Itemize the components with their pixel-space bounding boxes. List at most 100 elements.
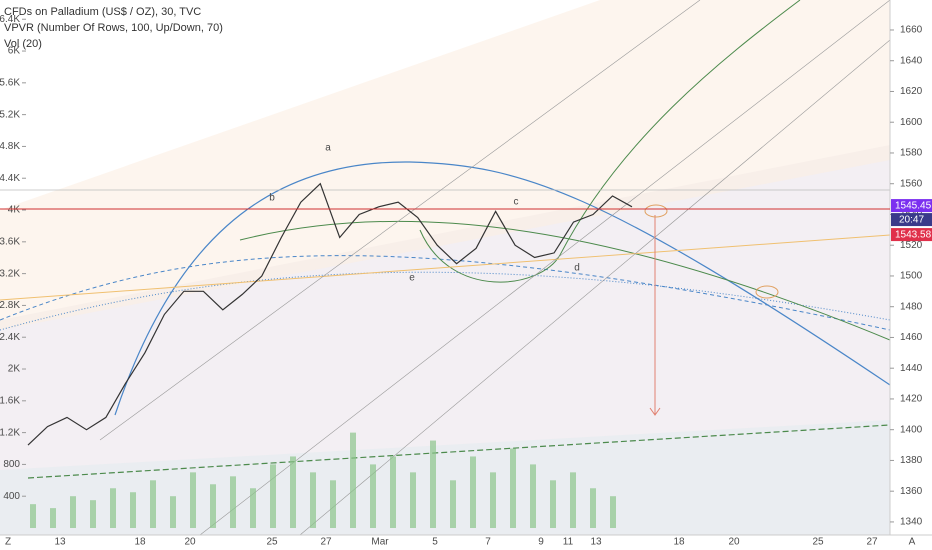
shade [0, 0, 890, 330]
x-tick-label: 18 [673, 537, 685, 548]
y-tick-label: 1380 [900, 455, 923, 466]
volume-bar [590, 488, 596, 529]
y-tick-label: 1580 [900, 148, 923, 159]
volume-bar [550, 480, 556, 529]
line-price-box [891, 228, 932, 242]
y2-tick-label: 2.8K [0, 300, 20, 311]
annotation: c [514, 197, 519, 208]
line [0, 234, 891, 301]
y-tick-label: 1360 [900, 486, 923, 497]
y2-tick-label: 800 [3, 459, 20, 470]
y2-tick-label: 3.6K [0, 236, 20, 247]
y2-tick-label: 5.6K [0, 77, 20, 88]
volume-bar [530, 464, 536, 529]
countdown-label: 20:47 [899, 215, 924, 226]
y-tick-label: 1560 [900, 178, 923, 189]
y-tick-label: 1500 [900, 271, 923, 282]
volume-bar [190, 472, 196, 529]
volume-bar [90, 500, 96, 529]
volume-bar [250, 488, 256, 529]
volume-bar [130, 492, 136, 529]
volume-bar [410, 472, 416, 529]
annotation: e [409, 273, 415, 284]
volume-bar [390, 456, 396, 529]
x-tick-label: 20 [184, 537, 196, 548]
annotation: d [574, 263, 580, 274]
ellipse [755, 285, 779, 299]
y2-tick-label: 1.2K [0, 427, 20, 438]
y2-tick-label: 2K [8, 364, 21, 375]
x-tick-label: 13 [54, 537, 66, 548]
x-tick-label: 7 [485, 537, 491, 548]
volume-bar [290, 456, 296, 529]
volume-bar [370, 464, 376, 529]
volume-bar [510, 448, 516, 529]
x-tick-label: 20 [728, 537, 740, 548]
curve [419, 0, 801, 283]
annotation: a [325, 143, 331, 154]
indicator: VPVR (Number Of Rows, 100, Up/Down, 70) [4, 22, 223, 34]
x-tick-label: 27 [320, 537, 332, 548]
arc [0, 255, 891, 331]
arc [114, 161, 891, 416]
volume-bar [170, 496, 176, 529]
volume-bar [310, 472, 316, 529]
x-tick-label: 13 [590, 537, 602, 548]
price-line [27, 182, 633, 446]
volume-bar [110, 488, 116, 529]
curve [239, 220, 891, 341]
x-tick-label: 27 [866, 537, 878, 548]
y-tick-label: 1480 [900, 301, 923, 312]
indicator: Vol (20) [4, 38, 42, 50]
y2-tick-label: 4.8K [0, 141, 20, 152]
last-price-box [891, 199, 932, 213]
y2-tick-label: 4K [8, 205, 21, 216]
volume-bar [330, 480, 336, 529]
x-tick-label: 25 [266, 537, 278, 548]
x-tick-label: 25 [812, 537, 824, 548]
y-tick-label: 1420 [900, 394, 923, 405]
y2-tick-label: 5.2K [0, 109, 20, 120]
volume-bar [450, 480, 456, 529]
volume-bar [210, 484, 216, 529]
y-tick-label: 1440 [900, 363, 923, 374]
arc [0, 271, 891, 331]
volume-bar [470, 456, 476, 529]
chart-title: CFDs on Palladium (US$ / OZ), 30, TVC [4, 6, 201, 18]
volume-bar [570, 472, 576, 529]
y2-tick-label: 2.4K [0, 332, 20, 343]
y2-tick-label: 4.4K [0, 173, 20, 184]
line-price-label: 1543.58 [895, 230, 932, 241]
y-tick-label: 1620 [900, 86, 923, 97]
y2-tick-label: 3.2K [0, 268, 20, 279]
shade [0, 420, 890, 535]
volume-bar [50, 508, 56, 529]
ellipse [644, 204, 668, 218]
volume-bar [610, 496, 616, 529]
y-tick-label: 1600 [900, 117, 923, 128]
y2-tick-label: 1.6K [0, 395, 20, 406]
y-tick-label: 1660 [900, 25, 923, 36]
x-tick-label: 5 [432, 537, 438, 548]
last-price-label: 1545.45 [895, 201, 932, 212]
annotation: b [269, 193, 275, 204]
y-tick-label: 1400 [900, 424, 923, 435]
arrow [649, 215, 661, 416]
volume-bar [430, 440, 436, 529]
fan-line [99, 0, 891, 536]
volume-bar [230, 476, 236, 529]
y2-tick-label: 6K [8, 46, 21, 57]
x-tick-label: 11 [563, 537, 574, 548]
x-tick-label: Mar [371, 537, 389, 548]
x-tick-label: 18 [134, 537, 146, 548]
volume-bar [70, 496, 76, 529]
y2-tick-label: 400 [3, 491, 20, 502]
y-tick-label: 1520 [900, 240, 923, 251]
x-tick-label: 9 [538, 537, 544, 548]
volume-bar [270, 464, 276, 529]
volume-bar [150, 480, 156, 529]
y-tick-label: 1340 [900, 517, 923, 528]
drawings [0, 0, 932, 536]
volume-bar [350, 432, 356, 529]
